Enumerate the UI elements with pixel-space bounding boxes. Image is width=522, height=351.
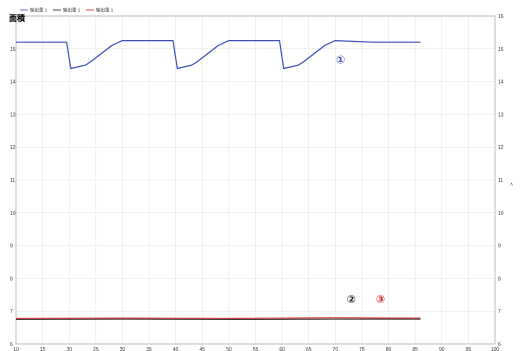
y-tick-label-right: 16 [498,14,504,20]
y-tick-label-right: 7 [498,309,501,315]
x-tick-label: 95 [466,347,472,351]
y-tick-label-right: 14 [498,80,504,86]
x-tick-label: 50 [226,347,232,351]
y-tick-label-right: 15 [498,47,504,53]
x-tick-label: 65 [306,347,312,351]
y-tick-label-right: 10 [498,211,504,217]
x-tick-label: 35 [146,347,152,351]
x-tick-label: 15 [40,347,46,351]
y-tick-label-right: 11 [498,178,503,184]
chart-title: 面積 [9,13,26,23]
plot-frame [15,15,496,345]
x-tick-label: 80 [386,347,392,351]
x-tick-label: 60 [279,347,285,351]
x-tick-label: 40 [173,347,179,351]
x-tick-label: 70 [333,347,339,351]
x-tick-label: 75 [359,347,365,351]
y-tick-label-left: 8 [10,276,13,282]
y-tick-label-right: 12 [498,145,504,151]
series-markers: ① ② ③ [336,55,385,306]
legend: 輸出量 1 輸出量 1 輸出量 1 [20,7,114,14]
series-group [15,39,421,320]
x-axis: 10 15 20 25 30 35 40 45 50 55 60 65 70 75 80 85 90 95 100 [13,347,499,351]
x-tick-label: 20 [66,347,72,351]
y-tick-label-right: 9 [498,244,501,250]
y-tick-label-right: 6 [498,342,501,348]
y-tick-label-left: 11 [10,178,15,184]
series-marker-3: ③ [376,294,385,306]
series-marker-1: ① [336,55,345,67]
x-tick-label: 85 [412,347,418,351]
legend-label-1: 輸出量 1 [30,7,48,14]
series-line-1 [16,39,421,70]
x-tick-label: 30 [120,347,126,351]
y-tick-label-left: 16 [10,14,16,20]
y-axis: 6 6 7 7 8 8 9 9 10 10 11 11 12 12 13 13 14 14 15 15 16 16 [10,14,504,348]
y-tick-label-right: 13 [498,112,504,118]
y-tick-label-left: 14 [10,80,16,86]
y-tick-label-right: 8 [498,276,501,282]
y-tick-label-left: 10 [10,211,16,217]
x-tick-label: 55 [253,347,259,351]
y-tick-label-left: 6 [10,342,13,348]
y-tick-label-left: 7 [10,309,13,315]
y-tick-label-left: 13 [10,112,16,118]
x-tick-label: 100 [491,347,500,351]
legend-label-2: 輸出量 1 [63,7,81,14]
x-tick-label: 10 [13,347,19,351]
y-tick-label-left: 12 [10,145,16,151]
y-tick-label-left: 15 [10,47,16,53]
x-tick-label: 90 [439,347,445,351]
x-tick-label: 25 [93,347,99,351]
stray-mark: ˄ [510,182,513,188]
series-line-3 [15,317,421,319]
series-marker-2: ② [347,294,356,306]
y-tick-label-left: 9 [10,244,13,250]
legend-label-3: 輸出量 1 [96,7,114,14]
x-tick-label: 45 [199,347,205,351]
